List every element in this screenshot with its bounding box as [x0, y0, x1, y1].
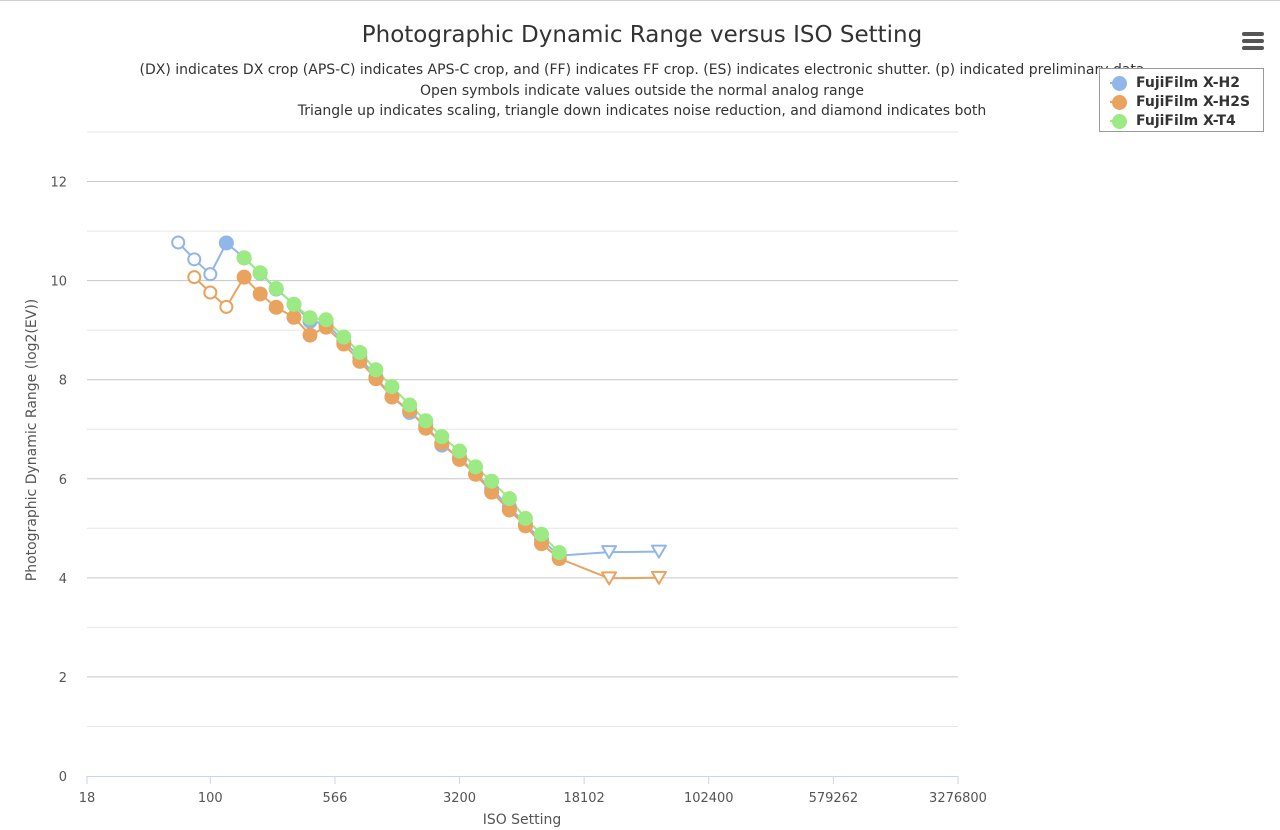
data-point-triangle-down: [650, 570, 667, 585]
legend: FujiFilm X-H2 FujiFilm X-H2S FujiFilm X-…: [1099, 68, 1264, 132]
y-tick-label: 10: [50, 275, 67, 290]
data-point: [318, 312, 334, 328]
legend-item-x-t4[interactable]: FujiFilm X-T4: [1108, 112, 1260, 132]
data-point: [236, 269, 252, 285]
data-point-open: [187, 252, 202, 267]
data-point: [384, 379, 400, 395]
legend-marker: [1112, 114, 1127, 129]
data-point-triangle-down: [650, 544, 667, 559]
y-axis-label: Photographic Dynamic Range (log2(EV)): [24, 299, 40, 582]
y-tick-label: 0: [59, 770, 67, 785]
data-point: [302, 310, 318, 326]
data-point: [402, 397, 418, 413]
legend-marker: [1112, 76, 1127, 91]
data-point: [286, 309, 302, 325]
legend-marker: [1112, 95, 1127, 110]
subtitle-line-3: Triangle up indicates scaling, triangle …: [297, 103, 987, 119]
hamburger-icon: [1242, 32, 1264, 36]
series-layer: [171, 235, 667, 586]
data-point-open: [203, 267, 218, 282]
data-point-triangle-down: [601, 545, 618, 560]
data-point: [551, 545, 567, 561]
legend-label: FujiFilm X-H2S: [1136, 94, 1251, 110]
data-point: [418, 413, 434, 429]
legend-label: FujiFilm X-H2: [1136, 75, 1240, 91]
data-point: [484, 473, 500, 489]
data-point: [517, 510, 533, 526]
data-point: [468, 459, 484, 475]
chart-title: Photographic Dynamic Range versus ISO Se…: [361, 22, 923, 48]
data-point: [501, 491, 517, 507]
x-tick-label: 579262: [809, 791, 859, 806]
data-point: [302, 327, 318, 343]
series-line-0: [177, 241, 659, 557]
data-point: [286, 296, 302, 312]
data-point-open: [203, 285, 218, 300]
chart-menu-button[interactable]: [1238, 28, 1268, 54]
data-point-open: [171, 235, 186, 250]
x-tick-label: 3200: [443, 791, 476, 806]
data-point: [252, 286, 268, 302]
x-tick-label: 566: [323, 791, 348, 806]
data-point: [218, 235, 234, 251]
legend-item-x-h2s[interactable]: FujiFilm X-H2S: [1108, 93, 1260, 113]
x-tick-label: 18: [79, 791, 96, 806]
y-tick-label: 2: [59, 671, 67, 686]
data-point: [268, 299, 284, 315]
x-axis-label: ISO Setting: [483, 812, 562, 828]
axes: 0 2 4 6 8 10 12 18 100 566 3200 18102 102400 579262 32…: [50, 176, 987, 806]
chart-subtitle: (DX) indicates DX crop (APS-C) indicates…: [0, 60, 1280, 122]
subtitle-line-1: (DX) indicates DX crop (APS-C) indicates…: [139, 62, 1145, 78]
y-tick-label: 8: [59, 374, 67, 389]
x-tick-label: 102400: [684, 791, 734, 806]
data-point: [268, 281, 284, 297]
data-point: [352, 344, 368, 360]
y-tick-label: 4: [59, 572, 67, 587]
hamburger-icon-bar-3: [1242, 46, 1264, 50]
data-point: [533, 526, 549, 542]
legend-item-x-h2[interactable]: FujiFilm X-H2: [1108, 74, 1260, 94]
subtitle-line-2: Open symbols indicate values outside the…: [419, 82, 865, 99]
data-point-open: [187, 270, 202, 285]
x-tick-label: 3276800: [929, 791, 987, 806]
legend-label: FujiFilm X-T4: [1136, 113, 1236, 129]
y-tick-label: 12: [50, 176, 67, 191]
x-tick-label: 18102: [563, 791, 604, 806]
data-point: [236, 250, 252, 266]
data-point-triangle-down: [601, 571, 618, 586]
data-point: [452, 443, 468, 459]
hamburger-icon-bar-2: [1242, 39, 1264, 43]
grid-lines: [87, 131, 958, 727]
x-tick-label: 100: [198, 791, 223, 806]
data-point: [252, 265, 268, 281]
data-point-open: [219, 299, 234, 314]
y-tick-label: 6: [59, 473, 67, 488]
data-point: [336, 329, 352, 345]
top-border: [0, 0, 1280, 1]
data-point: [368, 362, 384, 378]
data-point: [434, 429, 450, 445]
